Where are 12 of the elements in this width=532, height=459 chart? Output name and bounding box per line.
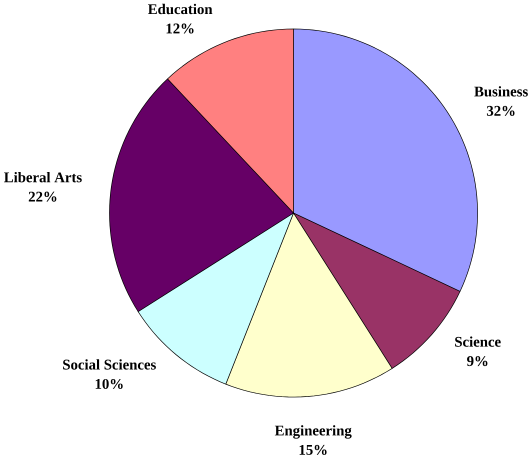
slice-label: Science (455, 336, 501, 347)
slice-label: Education (148, 4, 212, 14)
slice-label: Liberal Arts (4, 172, 82, 182)
data-label: 9% (467, 356, 488, 366)
data-label: 12% (166, 24, 194, 34)
data-label: 32% (486, 106, 515, 116)
data-label: 15% (300, 445, 327, 456)
slice-label: Engineering (274, 425, 352, 439)
slice-label: Social Sciences (63, 359, 156, 370)
data-label: 22% (28, 192, 56, 202)
slice-label: Business (474, 86, 528, 97)
data-label: 10% (96, 379, 123, 390)
